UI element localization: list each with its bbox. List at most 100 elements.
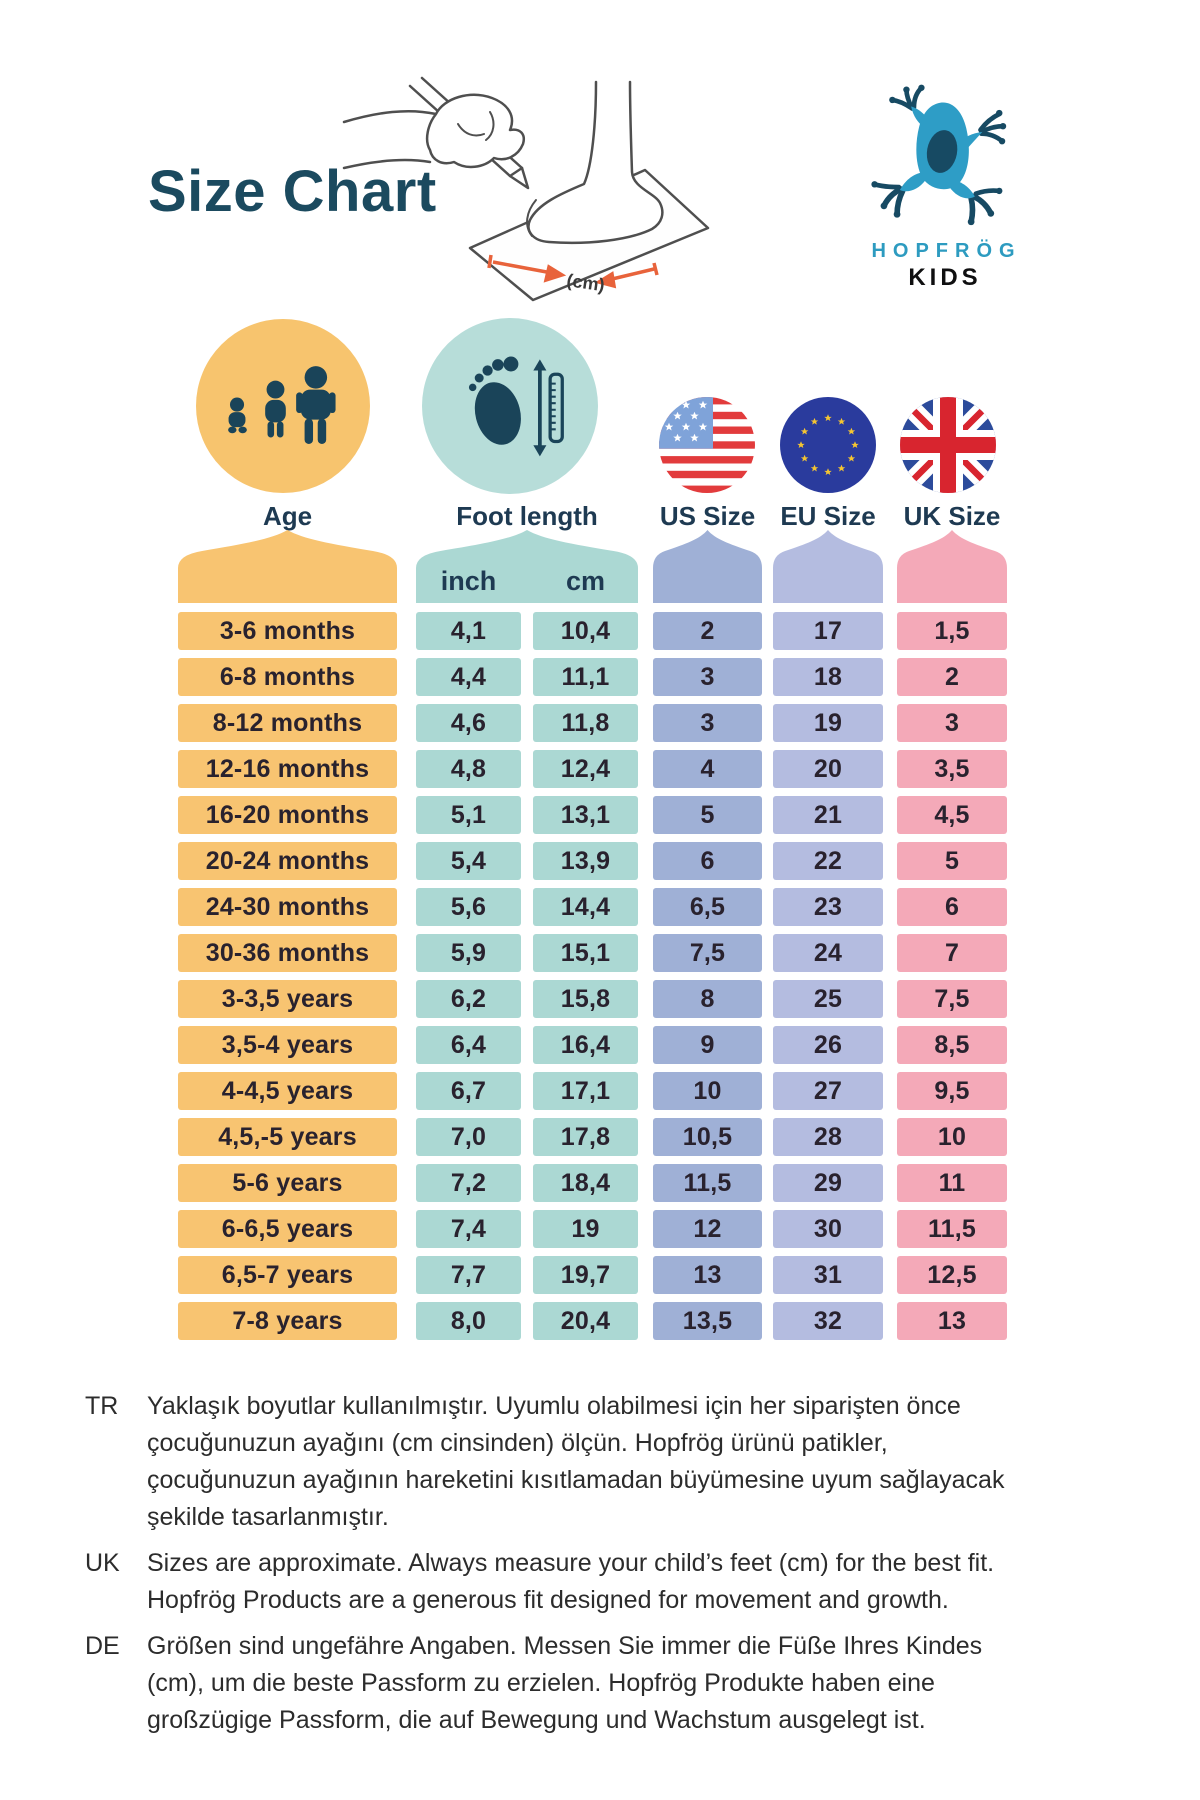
foot-column-label: Foot length	[456, 501, 598, 531]
cm-cell: 19,7	[533, 1256, 638, 1294]
page-title: Size Chart	[148, 159, 437, 224]
cm-column: 10,4 11,1 11,8 12,4 13,1 13,9 14,4 15,1 15,8 16,4…	[533, 612, 638, 1340]
cm-cell: 11,1	[533, 658, 638, 696]
age-cell: 12-16 months	[178, 750, 397, 788]
eu-cell: 32	[773, 1302, 883, 1340]
cm-cell: 19	[533, 1210, 638, 1248]
uk-cell: 11	[897, 1164, 1007, 1202]
age-column-label: Age	[262, 501, 313, 531]
eu-cell: 17	[773, 612, 883, 650]
note-text-uk: Sizes are approximate. Always measure yo…	[147, 1549, 995, 1614]
eu-flag-icon	[780, 397, 876, 493]
us-column: 2 3 3 4 5 6 6,5 7,5 8 9 10 10,5 11,5 12 13 13,5	[653, 612, 762, 1340]
eu-cell: 28	[773, 1118, 883, 1156]
foot-column-header: inch cm	[416, 530, 638, 603]
us-cell: 10	[653, 1072, 762, 1110]
inch-cell: 5,1	[416, 796, 521, 834]
us-cell: 12	[653, 1210, 762, 1248]
us-cell: 8	[653, 980, 762, 1018]
uk-cell: 3	[897, 704, 1007, 742]
eu-cell: 29	[773, 1164, 883, 1202]
us-cell: 13,5	[653, 1302, 762, 1340]
note-de: DE Größen sind ungefähre Angaben. Messen…	[85, 1628, 1030, 1739]
eu-cell: 20	[773, 750, 883, 788]
age-cell: 3-3,5 years	[178, 980, 397, 1018]
uk-cell: 4,5	[897, 796, 1007, 834]
cm-cell: 17,1	[533, 1072, 638, 1110]
cm-cell: 15,8	[533, 980, 638, 1018]
foot-tracing-illustration: (cm)	[342, 76, 710, 302]
cm-cell: 14,4	[533, 888, 638, 926]
note-lang-tr: TR	[85, 1392, 119, 1420]
eu-cell: 24	[773, 934, 883, 972]
age-cell: 30-36 months	[178, 934, 397, 972]
brand-sub-name: KIDS	[908, 264, 982, 291]
inch-cell: 8,0	[416, 1302, 521, 1340]
inch-column: 4,1 4,4 4,6 4,8 5,1 5,4 5,6 5,9 6,2 6,4 6,7 7,0 7,2 7…	[416, 612, 521, 1340]
uk-column-label: UK Size	[903, 501, 1001, 531]
note-tr: TR Yaklaşık boyutlar kullanılmıştır. Uyu…	[85, 1388, 1030, 1536]
eu-column-label: EU Size	[780, 501, 876, 531]
uk-cell: 8,5	[897, 1026, 1007, 1064]
age-cell: 4-4,5 years	[178, 1072, 397, 1110]
us-cell: 5	[653, 796, 762, 834]
note-lang-uk: UK	[85, 1549, 120, 1577]
age-cell: 16-20 months	[178, 796, 397, 834]
eu-cell: 31	[773, 1256, 883, 1294]
us-cell: 9	[653, 1026, 762, 1064]
us-cell: 2	[653, 612, 762, 650]
brand-logo: HOPFRÖG KIDS	[855, 84, 1031, 292]
age-icon-circle	[196, 319, 370, 493]
us-flag-icon	[659, 397, 755, 493]
us-cell: 13	[653, 1256, 762, 1294]
age-column-header	[178, 530, 397, 603]
us-cell: 6	[653, 842, 762, 880]
uk-cell: 5	[897, 842, 1007, 880]
eu-cell: 27	[773, 1072, 883, 1110]
uk-cell: 12,5	[897, 1256, 1007, 1294]
inch-cell: 4,1	[416, 612, 521, 650]
age-cell: 6-6,5 years	[178, 1210, 397, 1248]
age-column: 3-6 months 6-8 months 8-12 months 12-16 mon…	[178, 612, 397, 1340]
note-uk: UK Sizes are approximate. Always measure…	[85, 1545, 1030, 1619]
uk-cell: 1,5	[897, 612, 1007, 650]
eu-cell: 22	[773, 842, 883, 880]
cm-label: (cm)	[565, 270, 605, 295]
uk-cell: 2	[897, 658, 1007, 696]
inch-cell: 4,8	[416, 750, 521, 788]
foot-ruler-icon	[468, 356, 564, 457]
us-column-header	[653, 530, 762, 603]
eu-cell: 30	[773, 1210, 883, 1248]
cm-cell: 16,4	[533, 1026, 638, 1064]
uk-cell: 7	[897, 934, 1007, 972]
cm-cell: 20,4	[533, 1302, 638, 1340]
cm-cell: 18,4	[533, 1164, 638, 1202]
eu-cell: 18	[773, 658, 883, 696]
inch-cell: 7,2	[416, 1164, 521, 1202]
inch-cell: 6,4	[416, 1026, 521, 1064]
frog-logo-icon	[871, 84, 1007, 226]
uk-cell: 11,5	[897, 1210, 1007, 1248]
eu-cell: 25	[773, 980, 883, 1018]
age-cell: 24-30 months	[178, 888, 397, 926]
inch-cell: 4,6	[416, 704, 521, 742]
notes-section: TR Yaklaşık boyutlar kullanılmıştır. Uyu…	[85, 1388, 1030, 1748]
cm-cell: 15,1	[533, 934, 638, 972]
cm-cell: 11,8	[533, 704, 638, 742]
inch-cell: 5,9	[416, 934, 521, 972]
uk-cell: 13	[897, 1302, 1007, 1340]
inch-cell: 5,6	[416, 888, 521, 926]
inch-cell: 4,4	[416, 658, 521, 696]
uk-cell: 10	[897, 1118, 1007, 1156]
eu-column-header	[773, 530, 883, 603]
us-cell: 10,5	[653, 1118, 762, 1156]
note-text-de: Größen sind ungefähre Angaben. Messen Si…	[147, 1632, 983, 1734]
cm-cell: 13,1	[533, 796, 638, 834]
eu-cell: 21	[773, 796, 883, 834]
eu-cell: 23	[773, 888, 883, 926]
eu-cell: 26	[773, 1026, 883, 1064]
inch-cell: 5,4	[416, 842, 521, 880]
us-cell: 6,5	[653, 888, 762, 926]
brand-name: HOPFRÖG	[871, 240, 1022, 262]
